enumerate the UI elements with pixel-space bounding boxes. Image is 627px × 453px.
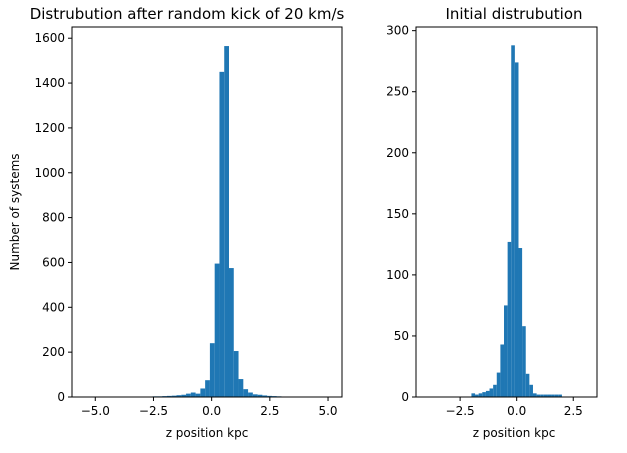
right-histogram-bar (543, 394, 548, 397)
left-x-tick-label: 0.0 (202, 404, 221, 418)
right-x-axis-label: z position kpc (473, 426, 556, 440)
right-histogram-bar (485, 390, 490, 397)
left-y-tick-label: 200 (42, 345, 65, 359)
left-y-tick-label: 1400 (34, 76, 65, 90)
right-y-tick-label: 50 (394, 329, 409, 343)
right-histogram-bar (529, 384, 533, 397)
right-x-tick-label: −2.5 (446, 404, 475, 418)
right-histogram-bar (554, 394, 559, 397)
right-histogram-bar (496, 372, 501, 397)
left-histogram-bar (224, 46, 229, 397)
right-histogram-bar (504, 305, 508, 397)
right-y-tick-label: 150 (386, 207, 409, 221)
right-histogram-bar (532, 393, 537, 397)
right-y-tick-label: 200 (386, 146, 409, 160)
left-histogram: Distrubution after random kick of 20 km/… (8, 5, 344, 440)
right-histogram-bar (471, 393, 476, 397)
right-y-axis-ticks: 0 50 100 150 200 250 300 (386, 24, 416, 404)
left-x-tick-label: −2.5 (139, 404, 168, 418)
left-x-axis-ticks: −5.0 −2.5 0.0 2.5 5.0 (81, 397, 338, 418)
left-y-tick-label: 400 (42, 300, 65, 314)
left-y-tick-label: 800 (42, 211, 65, 225)
left-histogram-bar (219, 71, 225, 398)
left-histogram-bar (171, 395, 177, 397)
left-histogram-bar (262, 395, 268, 397)
right-histogram-bar (522, 326, 526, 397)
left-histogram-bar (238, 379, 244, 397)
right-histogram-bar (500, 344, 505, 397)
right-histogram-bar (551, 394, 555, 397)
right-histogram-bar (475, 394, 479, 397)
right-x-axis-ticks: −2.5 0.0 2.5 (446, 397, 583, 418)
left-y-tick-label: 1600 (34, 31, 65, 45)
right-histogram-bars (471, 45, 562, 398)
left-histogram-bar (186, 393, 191, 397)
right-histogram-bar (540, 394, 544, 397)
right-histogram-bar (478, 393, 483, 397)
left-histogram-bar (252, 394, 258, 397)
right-histogram-bar (482, 392, 486, 397)
left-y-axis-label: Number of systems (8, 153, 22, 270)
right-plot-frame (415, 26, 598, 398)
right-x-tick-label: 0.0 (507, 404, 526, 418)
right-y-tick-label: 0 (401, 390, 409, 404)
left-x-tick-label: 5.0 (318, 404, 337, 418)
right-y-tick-label: 100 (386, 268, 409, 282)
right-x-tick-label: 2.5 (564, 404, 583, 418)
left-y-tick-label: 600 (42, 255, 65, 269)
left-histogram-bar (190, 392, 196, 397)
right-histogram-bar (511, 45, 515, 397)
left-histogram-bar (257, 394, 263, 397)
right-y-tick-label: 300 (386, 24, 409, 38)
left-histogram-bars (90, 46, 334, 398)
right-histogram-bar (489, 388, 494, 397)
left-histogram-bar (205, 380, 210, 397)
left-histogram-bar (181, 394, 187, 397)
left-histogram-bar (228, 268, 234, 397)
left-histogram-bar (195, 393, 201, 397)
left-histogram-bar (248, 392, 253, 397)
right-histogram-bar (547, 394, 552, 397)
right-histogram-bar (518, 248, 523, 397)
right-histogram-bar (525, 373, 530, 397)
left-histogram-bar (200, 388, 206, 397)
left-histogram-bar (166, 395, 172, 397)
left-x-tick-label: 2.5 (260, 404, 279, 418)
right-histogram-bar (536, 394, 541, 397)
left-histogram-bar (214, 263, 220, 397)
left-y-tick-label: 0 (57, 390, 65, 404)
right-histogram-bar (493, 384, 497, 397)
right-histogram-bar (514, 62, 519, 398)
left-histogram-bar (209, 343, 215, 397)
left-plot-frame (71, 26, 343, 398)
left-histogram-bar (176, 395, 182, 397)
left-histogram-bar (267, 395, 272, 397)
right-y-tick-label: 250 (386, 85, 409, 99)
right-histogram-bar (507, 241, 512, 397)
left-x-axis-label: z position kpc (166, 426, 249, 440)
left-chart-title: Distrubution after random kick of 20 km/… (30, 5, 345, 23)
left-y-tick-label: 1000 (34, 166, 65, 180)
left-histogram-bar (243, 389, 249, 397)
right-chart-title: Initial distrubution (445, 5, 582, 23)
left-x-tick-label: −5.0 (81, 404, 110, 418)
left-y-axis-ticks: 0 200 400 600 800 1000 1200 1400 1600 (34, 31, 72, 404)
left-histogram-bar (233, 351, 239, 397)
right-histogram-bar (558, 394, 562, 397)
left-y-tick-label: 1200 (34, 121, 65, 135)
right-histogram: Initial distrubution −2.5 0.0 2.5 0 50 100 15… (386, 5, 598, 440)
